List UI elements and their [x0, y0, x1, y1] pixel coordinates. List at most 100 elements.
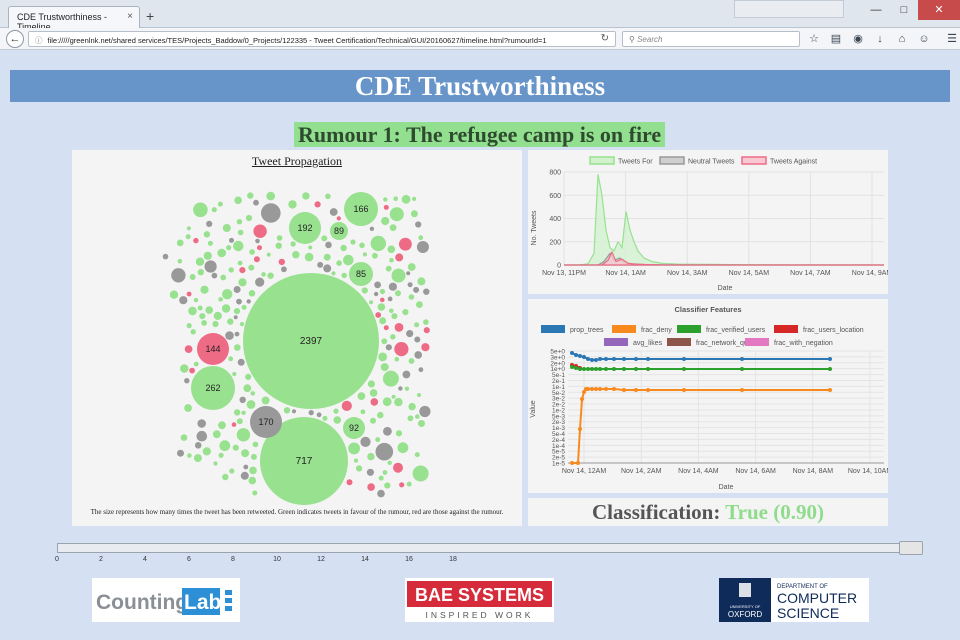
small-bubble[interactable]	[353, 458, 359, 463]
small-bubble[interactable]	[418, 420, 425, 427]
small-bubble[interactable]	[250, 391, 256, 396]
small-bubble[interactable]	[380, 363, 389, 372]
small-bubble[interactable]	[395, 253, 404, 262]
bubble-against[interactable]	[197, 333, 229, 365]
small-bubble[interactable]	[201, 320, 208, 326]
small-bubble[interactable]	[379, 317, 387, 325]
small-bubble[interactable]	[304, 252, 314, 262]
small-bubble[interactable]	[389, 257, 394, 263]
bubble-for[interactable]	[260, 417, 348, 505]
small-bubble[interactable]	[162, 253, 169, 260]
bubble-for[interactable]	[191, 366, 235, 410]
small-bubble[interactable]	[388, 282, 397, 291]
small-bubble[interactable]	[408, 294, 415, 300]
small-bubble[interactable]	[219, 440, 231, 452]
small-bubble[interactable]	[370, 417, 376, 424]
small-bubble[interactable]	[387, 296, 393, 302]
small-bubble[interactable]	[197, 305, 203, 311]
small-bubble[interactable]	[233, 315, 238, 320]
small-bubble[interactable]	[393, 462, 403, 473]
small-bubble[interactable]	[329, 208, 338, 216]
small-bubble[interactable]	[193, 202, 208, 218]
small-bubble[interactable]	[248, 264, 255, 271]
small-bubble[interactable]	[350, 239, 356, 245]
small-bubble[interactable]	[355, 465, 363, 472]
small-bubble[interactable]	[238, 278, 247, 287]
small-bubble[interactable]	[200, 285, 209, 294]
small-bubble[interactable]	[246, 299, 251, 304]
small-bubble[interactable]	[292, 251, 300, 259]
small-bubble[interactable]	[228, 267, 234, 273]
small-bubble[interactable]	[398, 386, 403, 391]
bubble-for[interactable]	[343, 417, 365, 439]
small-bubble[interactable]	[252, 441, 259, 448]
small-bubble[interactable]	[414, 452, 420, 458]
small-bubble[interactable]	[250, 453, 257, 460]
browser-tab[interactable]: CDE Trustworthiness - Timeline ×	[8, 6, 140, 32]
small-bubble[interactable]	[211, 207, 217, 213]
small-bubble[interactable]	[404, 386, 410, 391]
small-bubble[interactable]	[243, 384, 252, 393]
small-bubble[interactable]	[416, 241, 429, 253]
small-bubble[interactable]	[418, 367, 424, 373]
small-bubble[interactable]	[417, 277, 426, 286]
small-bubble[interactable]	[394, 342, 409, 357]
small-bubble[interactable]	[384, 482, 391, 489]
small-bubble[interactable]	[382, 397, 392, 407]
small-bubble[interactable]	[241, 304, 247, 310]
maximize-button[interactable]: □	[900, 4, 908, 16]
small-bubble[interactable]	[391, 313, 398, 320]
small-bubble[interactable]	[389, 207, 404, 222]
close-window-button[interactable]: ✕	[918, 0, 960, 20]
small-bubble[interactable]	[366, 468, 374, 476]
small-bubble[interactable]	[385, 265, 392, 272]
bookmark-star-icon[interactable]: ☆	[809, 33, 819, 45]
small-bubble[interactable]	[245, 373, 252, 380]
small-bubble[interactable]	[325, 193, 331, 200]
small-bubble[interactable]	[202, 447, 211, 456]
small-bubble[interactable]	[383, 197, 388, 202]
bubble-neutral[interactable]	[250, 406, 282, 438]
small-bubble[interactable]	[382, 370, 399, 387]
small-bubble[interactable]	[203, 251, 212, 260]
small-bubble[interactable]	[362, 252, 367, 257]
pocket-icon[interactable]: ◉	[853, 33, 863, 45]
small-bubble[interactable]	[394, 356, 400, 362]
small-bubble[interactable]	[185, 234, 191, 240]
small-bubble[interactable]	[227, 318, 234, 325]
small-bubble[interactable]	[402, 370, 411, 379]
small-bubble[interactable]	[189, 274, 196, 280]
small-bubble[interactable]	[266, 252, 271, 257]
small-bubble[interactable]	[308, 410, 314, 416]
small-bubble[interactable]	[195, 257, 205, 266]
bubble-for[interactable]	[243, 273, 379, 409]
small-bubble[interactable]	[377, 303, 386, 311]
small-bubble[interactable]	[189, 367, 195, 374]
small-bubble[interactable]	[186, 226, 191, 231]
small-bubble[interactable]	[205, 306, 213, 314]
small-bubble[interactable]	[236, 298, 242, 305]
download-icon[interactable]: ↓	[877, 33, 883, 45]
small-bubble[interactable]	[275, 242, 282, 249]
small-bubble[interactable]	[370, 235, 386, 252]
info-icon[interactable]: ⓘ	[35, 36, 43, 45]
small-bubble[interactable]	[357, 392, 366, 400]
home-icon[interactable]: ⌂	[898, 33, 906, 45]
small-bubble[interactable]	[217, 201, 223, 207]
small-bubble[interactable]	[193, 297, 199, 303]
small-bubble[interactable]	[323, 253, 331, 261]
small-bubble[interactable]	[249, 249, 255, 255]
small-bubble[interactable]	[373, 291, 379, 297]
small-bubble[interactable]	[253, 256, 260, 263]
small-bubble[interactable]	[378, 475, 384, 481]
small-bubble[interactable]	[203, 231, 211, 238]
small-bubble[interactable]	[381, 338, 388, 345]
small-bubble[interactable]	[233, 240, 244, 252]
small-bubble[interactable]	[413, 286, 420, 293]
new-tab-button[interactable]: +	[146, 8, 155, 24]
small-bubble[interactable]	[341, 400, 352, 411]
small-bubble[interactable]	[197, 419, 206, 428]
small-bubble[interactable]	[213, 311, 222, 320]
small-bubble[interactable]	[237, 229, 244, 236]
small-bubble[interactable]	[234, 344, 241, 351]
